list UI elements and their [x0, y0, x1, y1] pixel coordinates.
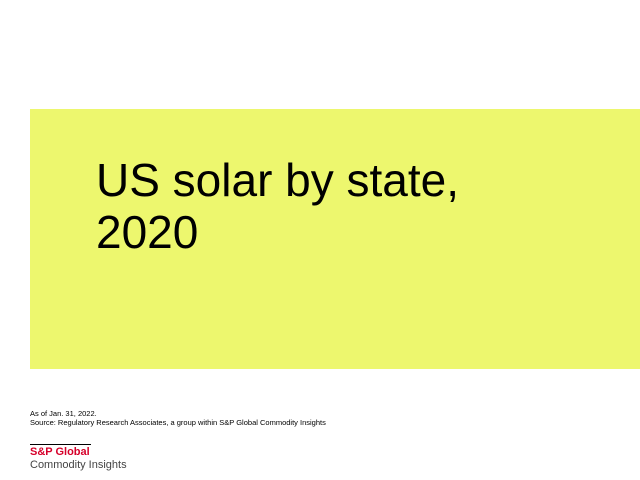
title-line-1: US solar by state, — [96, 154, 460, 206]
title-line-2: 2020 — [96, 206, 199, 258]
slide-title: US solar by state, 2020 — [96, 154, 459, 258]
source-note: Source: Regulatory Research Associates, … — [30, 417, 326, 427]
logo-commodity-insights: Commodity Insights — [30, 459, 127, 471]
footnotes: As of Jan. 31, 2022. Source: Regulatory … — [30, 409, 326, 427]
as-of-note: As of Jan. 31, 2022. — [30, 409, 97, 418]
logo-divider — [30, 444, 91, 445]
logo-sp-global: S&P Global — [30, 446, 90, 458]
title-panel — [30, 109, 640, 369]
